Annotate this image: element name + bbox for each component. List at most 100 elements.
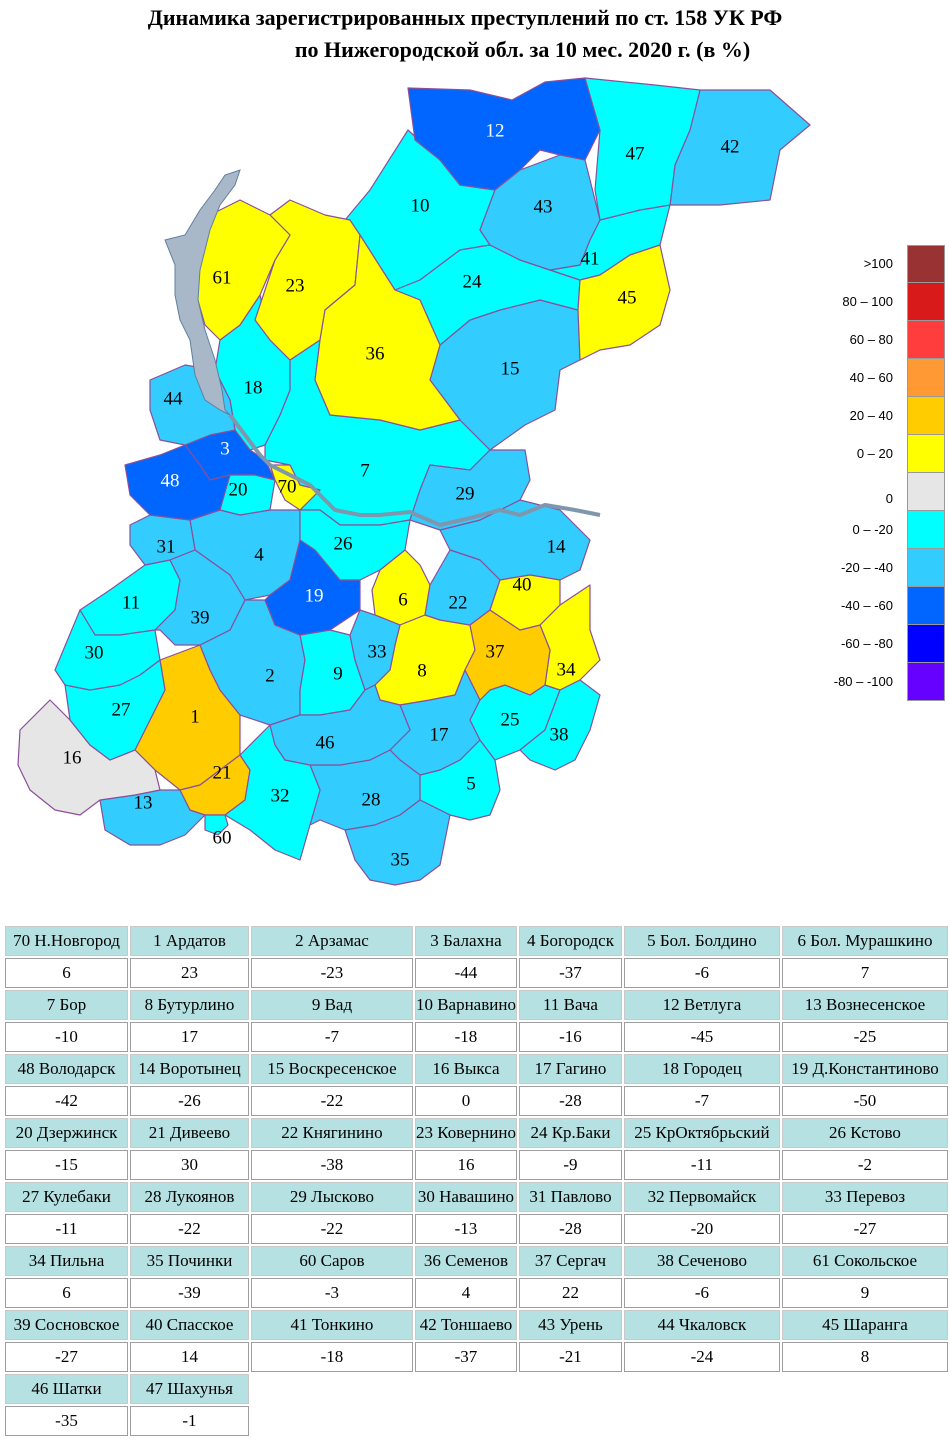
districts-table: 70 Н.Новгород 1 Ардатов 2 Арзамас 3 Балахна… [3, 924, 950, 1438]
district-value-cell: -20 [623, 1214, 780, 1244]
district-number-label: 35 [391, 849, 410, 870]
reservoir [164, 169, 241, 416]
district-area [519, 679, 601, 771]
district-name-cell: 31 Павлово [518, 1182, 622, 1212]
district-number-label: 48 [161, 470, 180, 491]
district-number-label: 47 [626, 143, 645, 164]
district-value-cell: -6 [623, 1278, 780, 1308]
table-row: 48 Володарск 14 Воротынец 15 Воскресенское… [5, 1054, 948, 1084]
district-value-cell: -45 [623, 1022, 780, 1052]
district-value-cell: -28 [518, 1214, 622, 1244]
district-number-label: 39 [191, 607, 210, 628]
legend-label: 0 [885, 491, 893, 506]
legend-swatch [907, 321, 945, 359]
district-number-label: 38 [550, 724, 569, 745]
table-row: -27 14 -18 -37 -21 -24 8 [5, 1342, 948, 1372]
district-area [204, 814, 229, 836]
district-number-label: 36 [366, 343, 385, 364]
district-value-cell: -25 [781, 1022, 948, 1052]
district-value-cell: -44 [414, 958, 517, 988]
district-value-cell: -11 [623, 1150, 780, 1180]
district-name-cell: 3 Балахна [414, 926, 517, 956]
district-name-cell: 70 Н.Новгород [5, 926, 128, 956]
district-area [299, 509, 411, 581]
district-number-label: 6 [398, 589, 408, 610]
district-name-cell: 23 Ковернино [414, 1118, 517, 1148]
district-value-cell: 23 [129, 958, 249, 988]
district-name-cell: 21 Дивеево [129, 1118, 249, 1148]
district-value-cell: -42 [5, 1086, 128, 1116]
legend-swatch [907, 283, 945, 321]
map-title-line1: Динамика зарегистрированных преступлений… [147, 5, 783, 30]
district-name-cell: 4 Богородск [518, 926, 622, 956]
table-row: -35 -1 [5, 1406, 948, 1436]
district-value-cell: 6 [5, 958, 128, 988]
district-number-label: 21 [213, 762, 232, 783]
district-value-cell: -7 [250, 1022, 413, 1052]
district-area [269, 464, 321, 511]
legend-label: -20 – -40 [840, 560, 893, 575]
district-value-cell: -26 [129, 1086, 249, 1116]
district-number-label: 40 [513, 574, 532, 595]
district-number-label: 20 [229, 479, 248, 500]
district-name-cell: 22 Княгинино [250, 1118, 413, 1148]
legend-label: 0 – 20 [856, 446, 893, 461]
district-name-cell: 18 Городец [623, 1054, 780, 1084]
district-name-cell: 8 Бутурлино [129, 990, 249, 1020]
district-name-cell: 46 Шатки [5, 1374, 128, 1404]
district-area [154, 549, 246, 646]
legend-swatch [907, 245, 945, 283]
district-name-cell: 48 Володарск [5, 1054, 128, 1084]
table-row: 39 Сосновское 40 Спасское 41 Тонкино 42 Тон… [5, 1310, 948, 1340]
district-value-cell: -24 [623, 1342, 780, 1372]
district-name-cell: 41 Тонкино [250, 1310, 413, 1340]
district-name-cell: 38 Сеченово [623, 1246, 780, 1276]
district-value-cell: 8 [781, 1342, 948, 1372]
district-value-cell: -37 [518, 958, 622, 988]
district-area [584, 77, 701, 221]
district-number-label: 44 [164, 388, 184, 409]
legend-label: -80 – -100 [833, 674, 893, 689]
district-value-cell: -7 [623, 1086, 780, 1116]
district-area [479, 154, 601, 271]
district-name-cell: 34 Пильна [5, 1246, 128, 1276]
district-value-cell: -21 [518, 1342, 622, 1372]
table-row: -11 -22 -22 -13 -28 -20 -27 [5, 1214, 948, 1244]
district-name-cell: 28 Лукоянов [129, 1182, 249, 1212]
empty-cell [624, 1406, 780, 1436]
table-row: 34 Пильна 35 Починки 60 Саров 36 Семенов 37 … [5, 1246, 948, 1276]
district-value-cell: 9 [781, 1278, 948, 1308]
legend-swatch [907, 663, 945, 701]
district-name-cell: 1 Ардатов [129, 926, 249, 956]
table-row: 6 -39 -3 4 22 -6 9 [5, 1278, 948, 1308]
district-name-cell: 26 Кстово [781, 1118, 948, 1148]
district-value-cell: -37 [414, 1342, 517, 1372]
district-value-cell: 30 [129, 1150, 249, 1180]
color-legend: >100 80 – 100 60 – 80 40 – 60 20 – 40 0 – 20 0… [820, 245, 945, 701]
map-title-line2: по Нижегородской обл. за 10 мес. 2020 г.… [294, 37, 751, 62]
district-name-cell: 2 Арзамас [250, 926, 413, 956]
district-number-label: 16 [63, 747, 82, 768]
district-value-cell: 16 [414, 1150, 517, 1180]
district-number-label: 30 [85, 642, 104, 663]
district-value-cell: -22 [250, 1214, 413, 1244]
district-number-label: 23 [286, 275, 305, 296]
district-name-cell: 36 Семенов [414, 1246, 517, 1276]
district-name-cell: 61 Сокольское [781, 1246, 948, 1276]
district-area [269, 684, 411, 766]
district-value-cell: -3 [250, 1278, 413, 1308]
district-name-cell: 25 КрОктябрьский [623, 1118, 780, 1148]
legend-swatch [907, 397, 945, 435]
district-value-cell: -50 [781, 1086, 948, 1116]
district-value-cell: -22 [129, 1214, 249, 1244]
legend-row: 0 – 20 [820, 435, 945, 473]
district-number-label: 17 [430, 724, 449, 745]
legend-row: -20 – -40 [820, 549, 945, 587]
district-number-label: 61 [213, 267, 232, 288]
table-row: -15 30 -38 16 -9 -11 -2 [5, 1150, 948, 1180]
table-row: 46 Шатки 47 Шахунья [5, 1374, 948, 1404]
district-number-label: 25 [501, 709, 520, 730]
table-row: 27 Кулебаки 28 Лукоянов 29 Лысково 30 Наваш… [5, 1182, 948, 1212]
district-number-label: 24 [463, 271, 483, 292]
district-number-label: 22 [449, 592, 468, 613]
